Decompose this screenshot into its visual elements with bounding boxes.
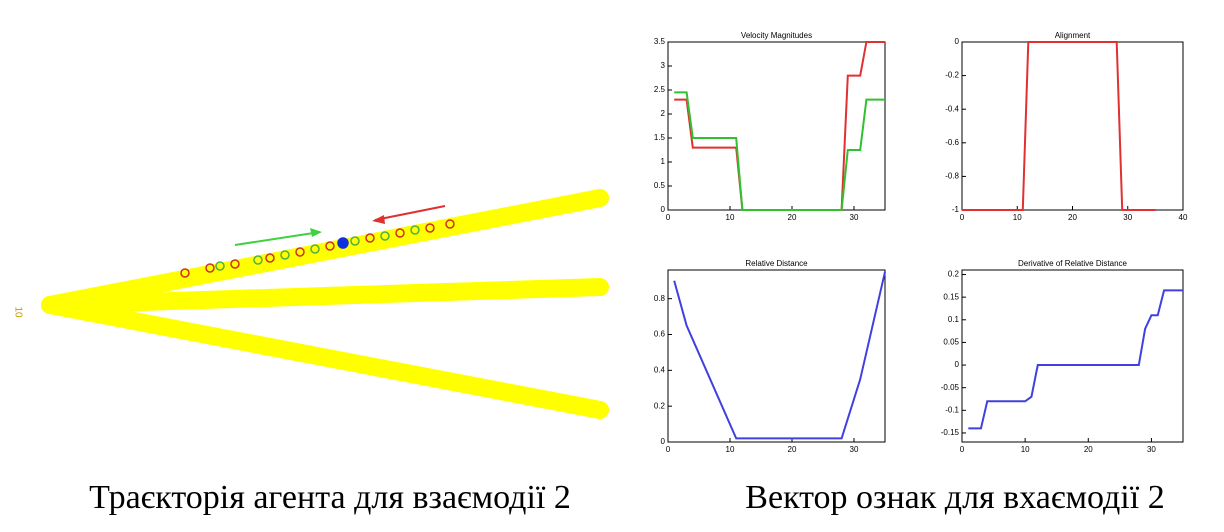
chart-title: Derivative of Relative Distance [1018, 259, 1127, 268]
trajectory-label: 10 [12, 306, 23, 318]
arrow-head [372, 215, 385, 224]
x-tick-label: 0 [960, 213, 965, 222]
x-tick-label: 40 [1179, 213, 1188, 222]
y-tick-label: 0.6 [654, 330, 666, 339]
x-tick-label: 20 [1068, 213, 1077, 222]
chart-title: Velocity Magnitudes [741, 31, 812, 40]
x-tick-label: 0 [666, 445, 671, 454]
figure: 10 Траєкторія агента для взаємодії 2 Век… [0, 0, 1224, 527]
data-line [968, 290, 1183, 428]
y-tick-label: 0.1 [948, 315, 960, 324]
y-tick-label: 3.5 [654, 37, 666, 46]
x-tick-label: 20 [788, 445, 797, 454]
data-line [674, 42, 885, 210]
y-tick-label: -0.05 [941, 383, 960, 392]
x-tick-label: 30 [850, 213, 859, 222]
caption: Траєкторія агента для взаємодії 2 [89, 479, 571, 516]
data-line [674, 272, 885, 439]
x-tick-label: 10 [726, 213, 735, 222]
y-tick-label: 0.15 [943, 292, 959, 301]
x-tick-label: 10 [1013, 213, 1022, 222]
y-tick-label: 1.5 [654, 133, 666, 142]
x-tick-label: 20 [1084, 445, 1093, 454]
y-tick-label: 0.05 [943, 338, 959, 347]
chart-title: Alignment [1055, 31, 1091, 40]
y-tick-label: 2 [661, 109, 666, 118]
y-tick-label: 0 [955, 360, 960, 369]
y-tick-label: 1 [661, 157, 666, 166]
y-tick-label: 0.2 [948, 270, 960, 279]
x-tick-label: 30 [1147, 445, 1156, 454]
y-tick-label: 2.5 [654, 85, 666, 94]
x-tick-label: 30 [850, 445, 859, 454]
data-line [962, 42, 1155, 210]
arrow [235, 232, 320, 245]
y-tick-label: 0.4 [654, 365, 666, 374]
x-tick-label: 10 [1021, 445, 1030, 454]
y-tick-label: -0.2 [945, 71, 959, 80]
chart-title: Relative Distance [745, 259, 808, 268]
y-tick-label: -0.1 [945, 405, 959, 414]
y-tick-label: 0 [955, 37, 960, 46]
trajectory: 10 [12, 198, 600, 410]
plot-frame [962, 42, 1183, 210]
x-tick-label: 10 [726, 445, 735, 454]
lane [50, 305, 600, 410]
y-tick-label: -0.15 [941, 428, 960, 437]
plot-frame [668, 42, 885, 210]
arrow-head [310, 228, 322, 237]
y-tick-label: 0.5 [654, 181, 666, 190]
x-tick-label: 30 [1123, 213, 1132, 222]
x-tick-label: 20 [788, 213, 797, 222]
y-tick-label: -1 [952, 205, 960, 214]
caption: Вектор ознак для вхаємодії 2 [745, 479, 1164, 516]
plot-frame [962, 270, 1183, 442]
y-tick-label: -0.8 [945, 172, 959, 181]
data-line [674, 92, 885, 210]
y-tick-label: 0.2 [654, 401, 666, 410]
x-tick-label: 0 [666, 213, 671, 222]
y-tick-label: 3 [661, 61, 666, 70]
arrow [375, 206, 445, 220]
y-tick-label: -0.4 [945, 104, 959, 113]
x-tick-label: 0 [960, 445, 965, 454]
y-tick-label: -0.6 [945, 138, 959, 147]
y-tick-label: 0.8 [654, 294, 666, 303]
